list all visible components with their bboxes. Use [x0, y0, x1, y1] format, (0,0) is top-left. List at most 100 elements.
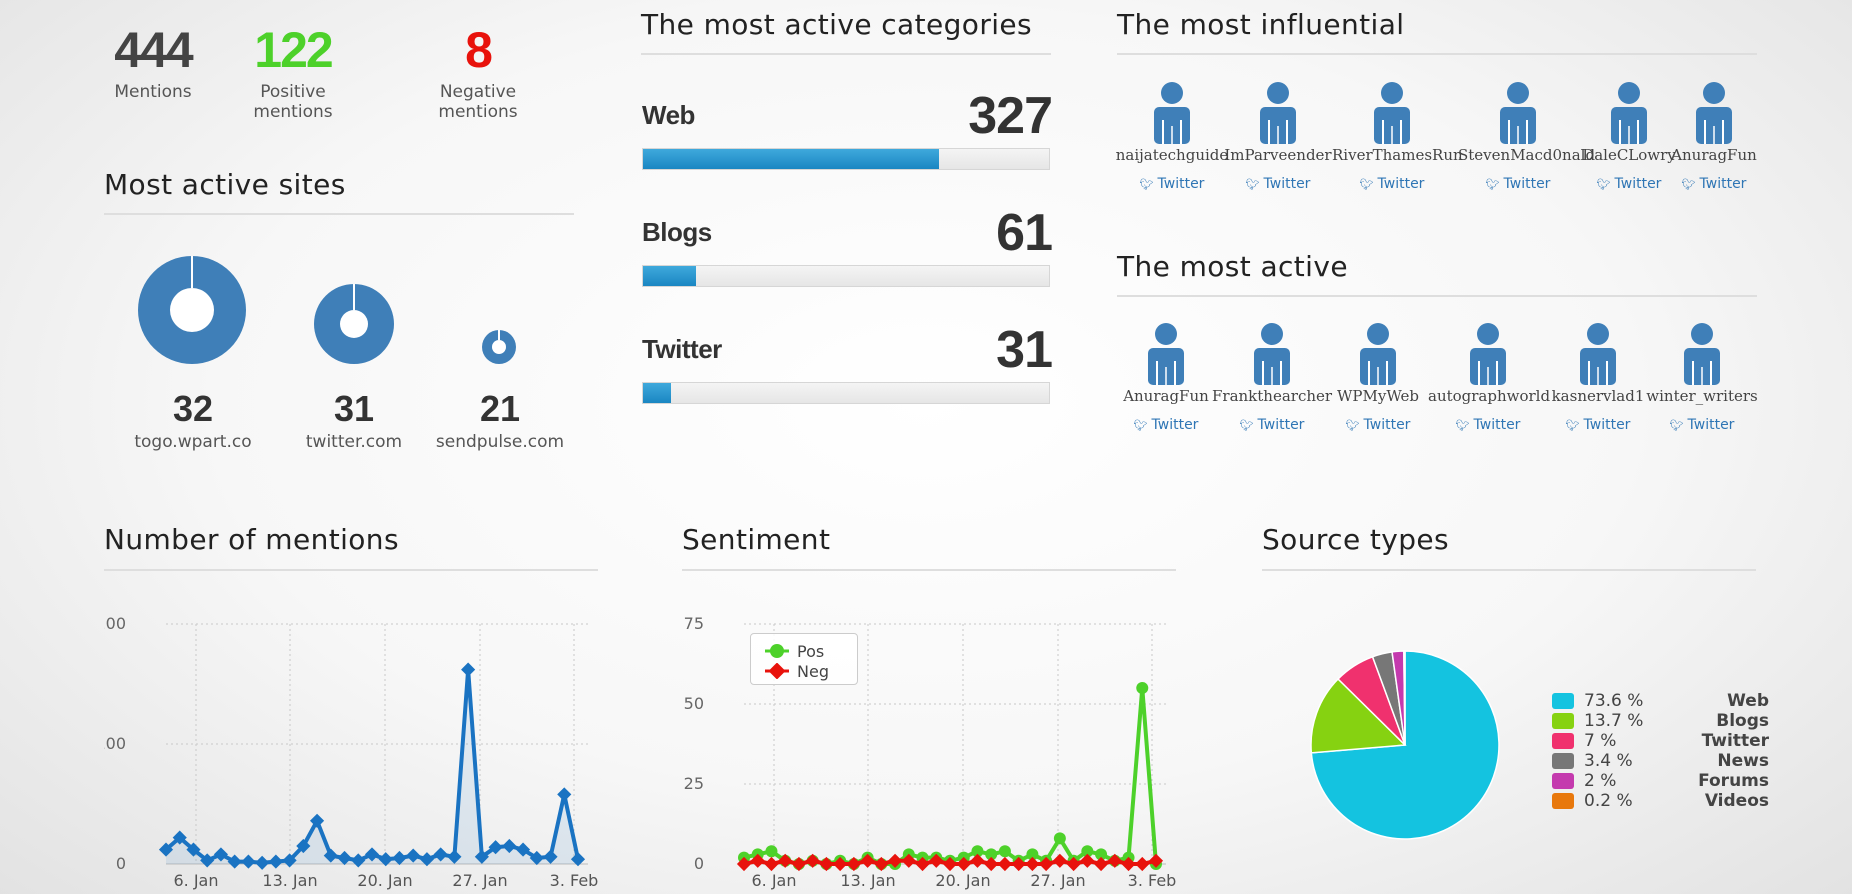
- data-point[interactable]: [819, 856, 834, 872]
- data-point[interactable]: [1026, 848, 1039, 861]
- legend-item-blogs[interactable]: 13.7 % Blogs: [1552, 711, 1769, 731]
- person-name[interactable]: StevenMacd0nald: [1458, 146, 1596, 164]
- twitter-link[interactable]: 🐦︎ Twitter: [1218, 176, 1338, 192]
- data-point[interactable]: [282, 853, 297, 868]
- data-point[interactable]: [474, 849, 489, 864]
- data-point[interactable]: [296, 838, 311, 854]
- data-point[interactable]: [750, 853, 765, 868]
- twitter-link[interactable]: 🐦︎ Twitter: [1428, 417, 1548, 433]
- data-point[interactable]: [488, 840, 503, 855]
- person-card[interactable]: AnuragFun 🐦︎ Twitter: [1654, 82, 1774, 192]
- data-point[interactable]: [392, 850, 407, 866]
- data-point[interactable]: [764, 856, 779, 872]
- data-point[interactable]: [971, 845, 984, 858]
- legend-item-web[interactable]: 73.6 % Web: [1552, 691, 1769, 711]
- data-point[interactable]: [765, 845, 778, 858]
- data-point[interactable]: [351, 853, 366, 868]
- data-point[interactable]: [406, 848, 421, 863]
- data-point[interactable]: [543, 849, 558, 864]
- data-point[interactable]: [529, 850, 544, 866]
- data-point[interactable]: [1066, 856, 1081, 872]
- pie-slice-blogs[interactable]: [1310, 677, 1407, 754]
- person-name[interactable]: winter_writers: [1646, 387, 1758, 405]
- person-card[interactable]: Frankthearcher 🐦︎ Twitter: [1212, 323, 1332, 433]
- twitter-link[interactable]: 🐦︎ Twitter: [1112, 176, 1232, 192]
- data-point[interactable]: [997, 856, 1013, 872]
- data-point[interactable]: [1095, 848, 1108, 861]
- site-item-2[interactable]: 31 twitter.com: [254, 388, 454, 452]
- twitter-link[interactable]: 🐦︎ Twitter: [1318, 417, 1438, 433]
- person-name[interactable]: WPMyWeb: [1336, 387, 1420, 405]
- data-point[interactable]: [1081, 845, 1094, 858]
- person-card[interactable]: AnuragFun 🐦︎ Twitter: [1106, 323, 1226, 433]
- data-point[interactable]: [1053, 832, 1066, 845]
- person-name[interactable]: RiverThamesRun: [1332, 146, 1463, 164]
- person-card[interactable]: ImParveender 🐦︎ Twitter: [1218, 82, 1338, 192]
- person-name[interactable]: naijatechguide: [1115, 146, 1229, 164]
- data-point[interactable]: [1025, 856, 1040, 872]
- person-name[interactable]: AnuragFun: [1671, 146, 1757, 164]
- data-point[interactable]: [241, 854, 256, 869]
- data-point[interactable]: [461, 662, 476, 677]
- data-point[interactable]: [791, 856, 807, 872]
- data-point[interactable]: [1107, 853, 1122, 868]
- twitter-link[interactable]: 🐦︎ Twitter: [1212, 417, 1332, 433]
- person-card[interactable]: RiverThamesRun 🐦︎ Twitter: [1332, 82, 1463, 192]
- data-point[interactable]: [337, 850, 352, 866]
- data-point[interactable]: [227, 854, 242, 869]
- site-item-3[interactable]: 21 sendpulse.com: [400, 388, 600, 452]
- data-point[interactable]: [364, 847, 380, 862]
- site-item-1[interactable]: 32 togo.wpart.co: [93, 388, 293, 452]
- site-donut-3[interactable]: [482, 330, 516, 364]
- legend-item-twitter[interactable]: 7 % Twitter: [1552, 731, 1769, 751]
- data-point[interactable]: [985, 848, 998, 861]
- data-point[interactable]: [998, 845, 1011, 858]
- data-point[interactable]: [378, 852, 393, 867]
- category-blogs[interactable]: Blogs 61: [642, 203, 1053, 293]
- data-point[interactable]: [970, 853, 985, 868]
- data-point[interactable]: [1148, 853, 1164, 868]
- data-point[interactable]: [915, 856, 930, 872]
- data-point[interactable]: [1135, 856, 1150, 872]
- data-point[interactable]: [736, 856, 752, 872]
- data-point[interactable]: [956, 856, 971, 872]
- data-point[interactable]: [268, 854, 283, 869]
- twitter-link[interactable]: 🐦︎ Twitter: [1569, 176, 1689, 192]
- person-name[interactable]: AnuragFun: [1123, 387, 1209, 405]
- data-point[interactable]: [1093, 856, 1109, 872]
- person-card[interactable]: naijatechguide 🐦︎ Twitter: [1112, 82, 1232, 192]
- person-card[interactable]: WPMyWeb 🐦︎ Twitter: [1318, 323, 1438, 433]
- category-twitter[interactable]: Twitter 31: [642, 320, 1053, 410]
- data-point[interactable]: [1011, 856, 1026, 872]
- data-point[interactable]: [984, 856, 999, 872]
- legend-item-news[interactable]: 3.4 % News: [1552, 751, 1769, 771]
- legend-item-forums[interactable]: 2 % Forums: [1552, 771, 1769, 791]
- data-point[interactable]: [1039, 856, 1054, 872]
- person-card[interactable]: kasnervlad1 🐦︎ Twitter: [1538, 323, 1658, 433]
- twitter-link[interactable]: 🐦︎ Twitter: [1654, 176, 1774, 192]
- twitter-link[interactable]: 🐦︎ Twitter: [1642, 417, 1762, 433]
- data-point[interactable]: [874, 856, 889, 872]
- twitter-link[interactable]: 🐦︎ Twitter: [1538, 417, 1658, 433]
- data-point[interactable]: [929, 853, 944, 868]
- legend-item-neg[interactable]: Neg: [765, 661, 857, 681]
- legend-item-pos[interactable]: Pos: [765, 641, 857, 661]
- person-card[interactable]: DaleCLowry 🐦︎ Twitter: [1569, 82, 1689, 192]
- data-point[interactable]: [433, 847, 448, 862]
- data-point[interactable]: [846, 856, 861, 872]
- person-card[interactable]: autographworld 🐦︎ Twitter: [1428, 323, 1551, 433]
- person-card[interactable]: winter_writers 🐦︎ Twitter: [1642, 323, 1762, 433]
- data-point[interactable]: [1136, 682, 1149, 694]
- twitter-link[interactable]: 🐦︎ Twitter: [1332, 176, 1452, 192]
- data-point[interactable]: [502, 838, 517, 854]
- data-point[interactable]: [901, 853, 916, 868]
- data-point[interactable]: [833, 856, 848, 872]
- legend-item-videos[interactable]: 0.2 % Videos: [1552, 791, 1769, 811]
- data-point[interactable]: [1121, 856, 1136, 872]
- data-point[interactable]: [887, 853, 903, 868]
- person-name[interactable]: autographworld: [1428, 387, 1551, 405]
- data-point[interactable]: [447, 849, 462, 864]
- person-name[interactable]: DaleCLowry: [1582, 146, 1676, 164]
- data-point[interactable]: [942, 856, 958, 872]
- twitter-link[interactable]: 🐦︎ Twitter: [1458, 176, 1578, 192]
